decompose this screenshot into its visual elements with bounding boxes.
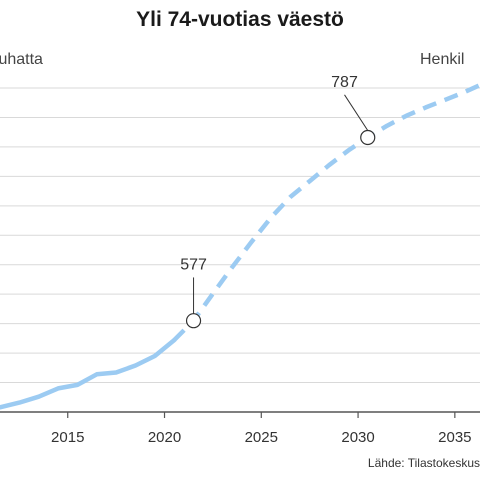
- annotation-leader: [344, 94, 369, 131]
- y-axis-unit-right: Henkil: [420, 51, 465, 68]
- annotation-marker: [185, 313, 202, 329]
- source-note: Lähde: Tilastokeskus: [367, 456, 480, 470]
- grid-lines: [0, 87, 480, 413]
- x-axis-ticks: 2015 2020 2025 2030 2035: [51, 412, 472, 446]
- x-tick-label: 2035: [438, 429, 471, 446]
- annotations-layer: 577 787: [180, 74, 376, 329]
- series-line-forecast: [172, 83, 480, 342]
- x-tick-label: 2025: [245, 429, 278, 446]
- x-tick-label: 2020: [148, 429, 181, 446]
- x-tick-label: 2015: [51, 429, 84, 446]
- series-layer: [0, 83, 480, 410]
- x-tick-label: 2030: [341, 429, 374, 446]
- chart-title: Yli 74-vuotias väestö: [136, 8, 344, 31]
- annotation-marker: [360, 129, 376, 146]
- y-axis-unit-left: tuhatta: [0, 51, 43, 68]
- annotation-label: 577: [180, 256, 207, 273]
- annotation-label: 787: [331, 74, 358, 91]
- series-line-actual: [0, 337, 177, 410]
